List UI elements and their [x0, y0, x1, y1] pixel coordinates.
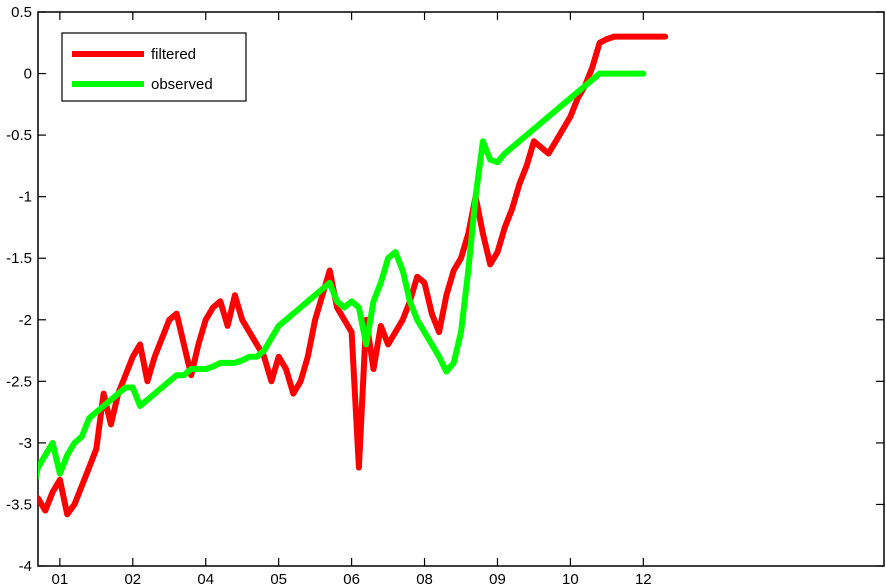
plot-area: [37, 11, 885, 567]
series-layer: [38, 33, 669, 518]
y-tick-label: -3.5: [6, 496, 32, 513]
x-tick-label: 09: [489, 571, 506, 588]
x-tick-label: 06: [343, 571, 360, 588]
y-tick-label: -1: [19, 189, 32, 206]
x-tick-label: 05: [270, 571, 287, 588]
y-tick-label: -3: [19, 435, 32, 452]
x-tick-label: 08: [416, 571, 433, 588]
legend: filtered observed: [61, 32, 247, 102]
x-tick-label: 02: [124, 571, 141, 588]
x-tick-label: 10: [562, 571, 579, 588]
legend-label-filtered: filtered: [151, 46, 196, 63]
x-tick-label: 12: [635, 571, 652, 588]
y-tick-label: 0: [24, 66, 32, 83]
series-line-observed: [38, 70, 647, 481]
axis-tick-labels: 0.5 0 -0.5 -1 -1.5 -2 -2.5 -3 -3.5 -4 01 02 04 05 06 08…: [6, 4, 652, 588]
legend-box: [61, 32, 247, 102]
y-tick-label: -2: [19, 312, 32, 329]
y-tick-label: -2.5: [6, 373, 32, 390]
y-tick-label: 0.5: [11, 4, 32, 21]
series-line-filtered: [38, 33, 669, 518]
y-tick-label: -4: [19, 558, 32, 575]
legend-label-observed: observed: [151, 76, 213, 93]
axis-ticks: [38, 11, 884, 567]
y-tick-label: -0.5: [6, 127, 32, 144]
y-tick-label: -1.5: [6, 250, 32, 267]
x-tick-label: 01: [52, 571, 69, 588]
x-tick-label: 04: [197, 571, 214, 588]
